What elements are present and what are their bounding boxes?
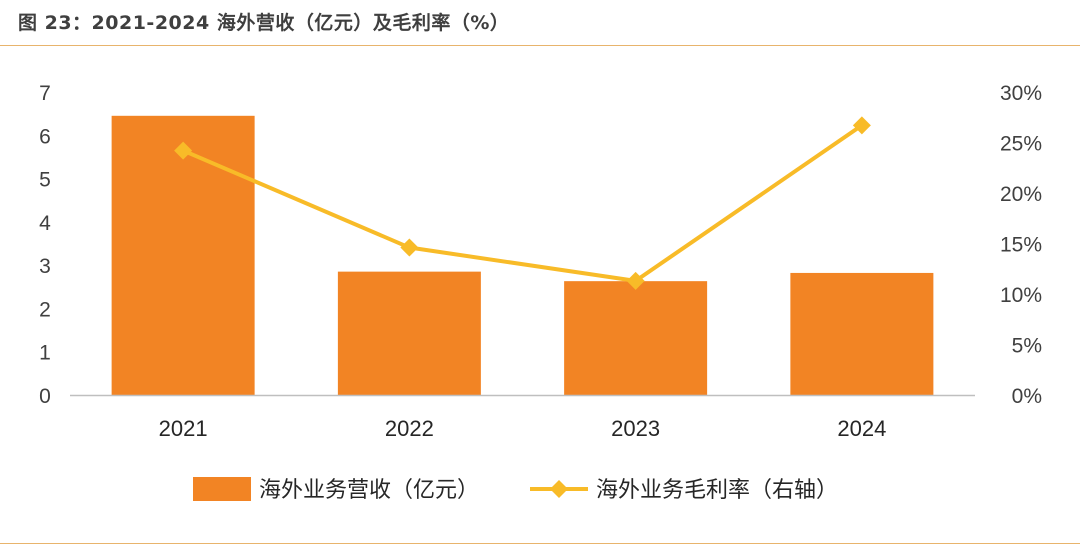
x-axis: 2021 2022 2023 2024 <box>159 416 887 441</box>
bar-2024 <box>790 272 934 395</box>
right-tick-label: 20% <box>1000 183 1042 206</box>
bar-group <box>111 115 934 396</box>
legend-bar-swatch <box>193 477 251 501</box>
right-tick-label: 30% <box>1000 82 1042 105</box>
x-tick-label: 2022 <box>385 416 434 441</box>
left-tick-label: 1 <box>39 342 51 365</box>
line-marker-2023 <box>626 271 645 290</box>
bar-2023 <box>564 281 708 395</box>
left-tick-label: 0 <box>39 385 51 408</box>
figure-title: 图 23：2021-2024 海外营收（亿元）及毛利率（%） <box>18 12 510 34</box>
title-rule <box>0 45 1080 46</box>
x-tick-label: 2023 <box>611 416 660 441</box>
legend-line-label: 海外业务毛利率（右轴） <box>596 478 838 503</box>
bottom-rule <box>0 543 1080 544</box>
line-series <box>174 116 871 290</box>
left-y-axis: 0 1 2 3 4 5 6 7 <box>39 82 51 408</box>
legend-line-marker <box>550 480 568 498</box>
left-tick-label: 2 <box>39 298 51 321</box>
right-tick-label: 10% <box>1000 284 1042 307</box>
left-tick-label: 3 <box>39 255 51 278</box>
right-y-axis: 0% 5% 10% 15% 20% 25% 30% <box>1000 82 1042 408</box>
x-tick-label: 2021 <box>159 416 208 441</box>
line-marker-2024 <box>852 116 871 135</box>
right-tick-label: 15% <box>1000 234 1042 257</box>
legend-bar-label: 海外业务营收（亿元） <box>259 478 479 503</box>
right-tick-label: 5% <box>1012 335 1042 358</box>
legend: 海外业务营收（亿元） 海外业务毛利率（右轴） <box>193 477 838 503</box>
bar-2022 <box>337 271 481 395</box>
right-tick-label: 0% <box>1012 385 1042 408</box>
line-path <box>182 123 864 283</box>
line-marker-2021 <box>174 141 193 160</box>
left-tick-label: 7 <box>39 82 51 105</box>
left-tick-label: 5 <box>39 169 51 192</box>
left-tick-label: 6 <box>39 125 51 148</box>
bar-2021 <box>111 115 255 396</box>
right-tick-label: 25% <box>1000 133 1042 156</box>
left-tick-label: 4 <box>39 212 51 235</box>
line-marker-2022 <box>400 238 419 257</box>
x-tick-label: 2024 <box>837 416 886 441</box>
